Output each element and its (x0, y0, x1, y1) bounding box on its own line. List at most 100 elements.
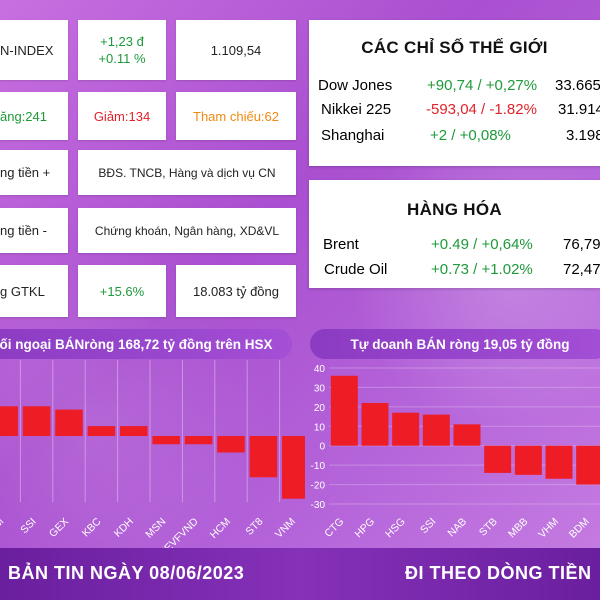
unchanged-card: Tham chiếu:62 (176, 92, 296, 140)
x-tick-label: STB (477, 516, 500, 539)
index-change-abs: +1,23 đ (100, 34, 144, 49)
x-tick-label: KBC (80, 515, 104, 539)
x-tick-label: HM (0, 516, 6, 536)
outflow-label-card: ng tiền - (0, 208, 68, 253)
commodity-value: 72,47 (563, 261, 600, 278)
index-change-pct: +0.11 % (98, 51, 146, 66)
bar (576, 445, 600, 485)
gtkl-change: +15.6% (99, 283, 145, 299)
world-change: -593,04 / -1.82% (426, 101, 537, 118)
gtkl-value: 18.083 tỷ đồng (192, 283, 280, 299)
y-tick-label: 40 (314, 364, 326, 375)
commodity-change: +0.73 / +1.02% (431, 261, 533, 278)
bar (55, 409, 83, 436)
unchanged-count: Tham chiếu:62 (193, 108, 279, 124)
inflow-label: ng tiền + (0, 165, 51, 180)
index-value-card: 1.109,54 (176, 20, 296, 80)
bar (330, 375, 358, 446)
x-tick-label: SSI (418, 516, 438, 536)
world-name: Nikkei 225 (321, 101, 392, 118)
world-row: Shanghai +2 / +0,08% 3.198 (309, 127, 600, 149)
inflow-sectors-card: BĐS. TNCB, Hàng và dịch vụ CN (78, 150, 296, 195)
y-tick-label: -30 (311, 500, 326, 511)
gtkl-label-card: g GTKL (0, 265, 68, 317)
index-label-card: N-INDEX (0, 20, 68, 80)
bar (87, 426, 116, 436)
x-tick-label: HPG (353, 516, 378, 541)
x-tick-label: GEX (47, 516, 71, 540)
decline-count: Giảm:134 (93, 108, 151, 124)
proprietary-chart-title-text: Tự doanh BÁN ròng 19,05 tỷ đồng (350, 336, 570, 352)
bar (422, 414, 450, 446)
index-value: 1.109,54 (210, 42, 262, 58)
outflow-sectors: Chứng khoán, Ngân hàng, XD&VL (94, 223, 280, 238)
x-tick-label: CTG (322, 516, 346, 540)
bar (545, 445, 573, 479)
world-name: Dow Jones (318, 77, 393, 94)
y-tick-label: -10 (311, 461, 326, 472)
x-tick-label: HSG (383, 516, 408, 541)
foreign-chart-title: ối ngoại BÁNròng 168,72 tỷ đồng trên HSX (0, 329, 292, 359)
bar (217, 436, 245, 453)
bar (453, 424, 481, 446)
world-value: 3.198 (566, 127, 600, 144)
footer-slogan: ĐI THEO DÒNG TIỀN (405, 563, 592, 583)
bar (152, 436, 180, 445)
bar (514, 445, 542, 475)
gtkl-value-card: 18.083 tỷ đồng (176, 265, 296, 317)
world-change: +2 / +0,08% (430, 127, 511, 144)
bar (184, 436, 213, 445)
world-value: 33.665 (555, 77, 600, 94)
y-tick-label: 0 (319, 442, 325, 453)
world-value: 31.914 (558, 101, 600, 118)
commodity-row: Brent +0.49 / +0,64% 76,79 (309, 236, 600, 258)
commodities-panel: HÀNG HÓA Brent +0.49 / +0,64% 76,79 Crud… (309, 180, 600, 288)
x-tick-label: HCM (208, 516, 233, 541)
bar (0, 406, 18, 436)
outflow-label: ng tiền - (0, 223, 47, 238)
commodity-name: Brent (323, 236, 359, 253)
commodity-change: +0.49 / +0,64% (431, 236, 533, 253)
footer-date: BẢN TIN NGÀY 08/06/2023 (8, 563, 245, 583)
bar (120, 426, 148, 436)
x-tick-label: BDM (567, 516, 592, 541)
foreign-chart-title-text: ối ngoại BÁNròng 168,72 tỷ đồng trên HSX (0, 336, 273, 352)
index-label: N-INDEX (0, 42, 54, 58)
bar (22, 406, 51, 436)
y-tick-label: 20 (314, 403, 326, 414)
inflow-label-card: ng tiền + (0, 150, 68, 195)
x-tick-label: VNM (273, 516, 298, 541)
x-tick-label: ST8 (243, 516, 265, 538)
outflow-sectors-card: Chứng khoán, Ngân hàng, XD&VL (78, 208, 296, 253)
bar (282, 436, 305, 499)
bar (361, 402, 389, 446)
footer-band (0, 548, 600, 600)
x-tick-label: KDH (112, 516, 136, 540)
world-row: Nikkei 225 -593,04 / -1.82% 31.914 (309, 101, 600, 123)
proprietary-net-sell-chart: 40 30 20 10 0 -10 -20 -30 CTG HPG HSG SSI NAB STB MBB V… (311, 364, 600, 541)
bar (249, 436, 278, 478)
decline-card: Giảm:134 (78, 92, 166, 140)
commodity-value: 76,79 (563, 236, 600, 253)
bar (484, 445, 512, 473)
advance-count: ăng:241 (0, 108, 47, 124)
gtkl-change-card: +15.6% (78, 265, 166, 317)
y-tick-label: -20 (311, 481, 326, 492)
world-name: Shanghai (321, 127, 385, 144)
commodity-row: Crude Oil +0.73 / +1.02% 72,47 (309, 261, 600, 283)
advance-card: ăng:241 (0, 92, 68, 140)
gtkl-label: g GTKL (0, 283, 45, 299)
world-indices-title: CÁC CHỈ SỐ THẾ GIỚI (361, 38, 548, 57)
commodities-title: HÀNG HÓA (407, 200, 502, 219)
index-change-card: +1,23 đ +0.11 % (78, 20, 166, 80)
commodity-name: Crude Oil (324, 261, 388, 278)
x-tick-label: MSN (143, 516, 168, 541)
x-tick-label: NAB (445, 516, 469, 540)
world-change: +90,74 / +0,27% (427, 77, 538, 94)
proprietary-chart-title: Tự doanh BÁN ròng 19,05 tỷ đồng (310, 329, 600, 359)
x-tick-label: VHM (536, 516, 561, 541)
inflow-sectors: BĐS. TNCB, Hàng và dịch vụ CN (98, 165, 276, 180)
world-row: Dow Jones +90,74 / +0,27% 33.665 (309, 77, 600, 99)
y-tick-label: 10 (314, 422, 326, 433)
